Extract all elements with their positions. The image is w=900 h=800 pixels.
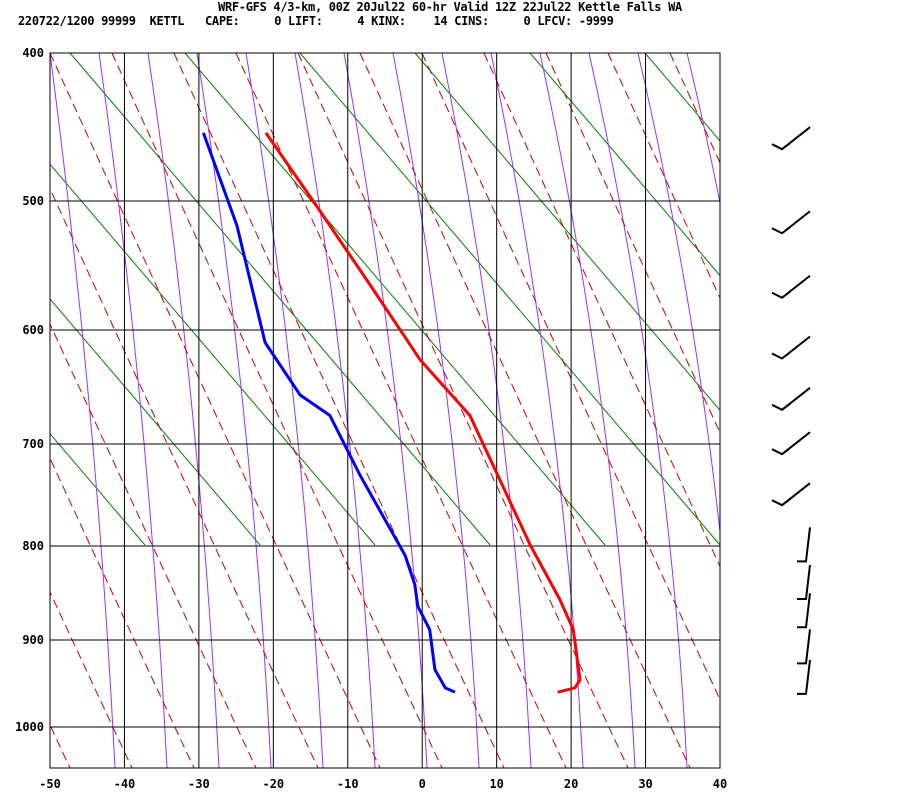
wind-barb	[771, 335, 811, 360]
wind-barb	[797, 564, 811, 600]
moist-adiabat-line	[856, 53, 900, 768]
x-tick-label: -10	[337, 777, 359, 791]
wind-barb	[797, 593, 811, 629]
mixing-ratio-line	[441, 53, 532, 768]
moist-adiabat-line	[607, 53, 720, 300]
chart-subtitle: 220722/1200 99999 KETTL CAPE: 0 LIFT: 4 …	[18, 14, 614, 28]
wind-barb	[797, 527, 811, 563]
moist-adiabat-line	[111, 53, 443, 768]
chart-title: WRF-GFS 4/3-km, 00Z 20Jul22 60-hr Valid …	[218, 0, 682, 14]
mixing-ratio-line	[539, 53, 636, 768]
wind-barb	[771, 482, 811, 507]
dry-adiabat-line	[69, 53, 491, 546]
y-tick-label: 400	[22, 46, 44, 60]
y-tick-label: 900	[22, 633, 44, 647]
moist-adiabat-line	[50, 322, 257, 768]
mixing-ratio-line	[686, 53, 720, 206]
moist-adiabat-line	[50, 187, 319, 768]
dry-adiabat-line	[0, 53, 30, 545]
y-tick-label: 700	[22, 437, 44, 451]
moist-adiabat-line	[0, 53, 8, 768]
dry-adiabat-line	[184, 53, 606, 546]
dry-adiabat-line	[50, 432, 146, 546]
x-tick-label: 30	[638, 777, 652, 791]
dry-adiabat-line	[414, 53, 720, 412]
dry-adiabat-line	[529, 53, 720, 277]
x-tick-label: -40	[114, 777, 136, 791]
dry-adiabat-line	[760, 53, 900, 545]
x-tick-label: -30	[188, 777, 210, 791]
y-tick-label: 800	[22, 539, 44, 553]
dry-adiabat-line	[299, 53, 720, 546]
wind-barb	[771, 210, 811, 235]
x-tick-label: -50	[39, 777, 61, 791]
moist-adiabat-line	[669, 53, 720, 164]
mixing-ratio-line	[147, 53, 220, 768]
plot-frame	[49, 52, 721, 769]
mixing-ratio-line	[490, 53, 584, 768]
moist-adiabat-line	[173, 53, 505, 768]
y-tick-label: 500	[22, 194, 44, 208]
dry-adiabat-line	[875, 53, 900, 545]
mixing-ratio-line	[98, 53, 168, 768]
dry-adiabat-line	[50, 298, 261, 546]
x-tick-label: 20	[564, 777, 578, 791]
x-tick-label: -20	[262, 777, 284, 791]
mixing-ratio-line	[50, 53, 116, 768]
moist-adiabat-line	[545, 53, 720, 434]
x-tick-label: 10	[489, 777, 503, 791]
x-tick-label: 0	[419, 777, 426, 791]
moist-adiabat-line	[50, 724, 71, 768]
wind-barb	[771, 274, 811, 299]
wind-barb	[797, 659, 811, 695]
moist-adiabat-line	[732, 53, 900, 768]
wind-barb	[771, 431, 811, 456]
temperature-profile-line	[264, 132, 582, 694]
dry-adiabat-line	[50, 163, 376, 546]
moist-adiabat-line	[421, 53, 720, 701]
mixing-ratio-line	[245, 53, 324, 768]
mixing-ratio-line	[294, 53, 376, 768]
mixing-ratio-line	[343, 53, 428, 768]
y-tick-label: 1000	[15, 720, 44, 734]
wind-barb	[771, 126, 811, 151]
y-tick-label: 600	[22, 323, 44, 337]
moist-adiabat-line	[50, 590, 133, 768]
mixing-ratio-line	[588, 53, 688, 768]
moist-adiabat-line	[483, 53, 720, 568]
moist-adiabat-line	[50, 53, 381, 768]
mixing-ratio-line	[392, 53, 480, 768]
moist-adiabat-line	[50, 457, 195, 768]
moist-adiabat-line	[235, 53, 567, 768]
wind-barb	[771, 387, 811, 411]
mixing-ratio-line	[637, 53, 720, 537]
moist-adiabat-line	[359, 53, 691, 768]
wind-barb	[797, 629, 811, 665]
dewpoint-profile-line	[201, 132, 456, 694]
x-tick-label: 40	[713, 777, 727, 791]
dry-adiabat-line	[644, 53, 720, 142]
